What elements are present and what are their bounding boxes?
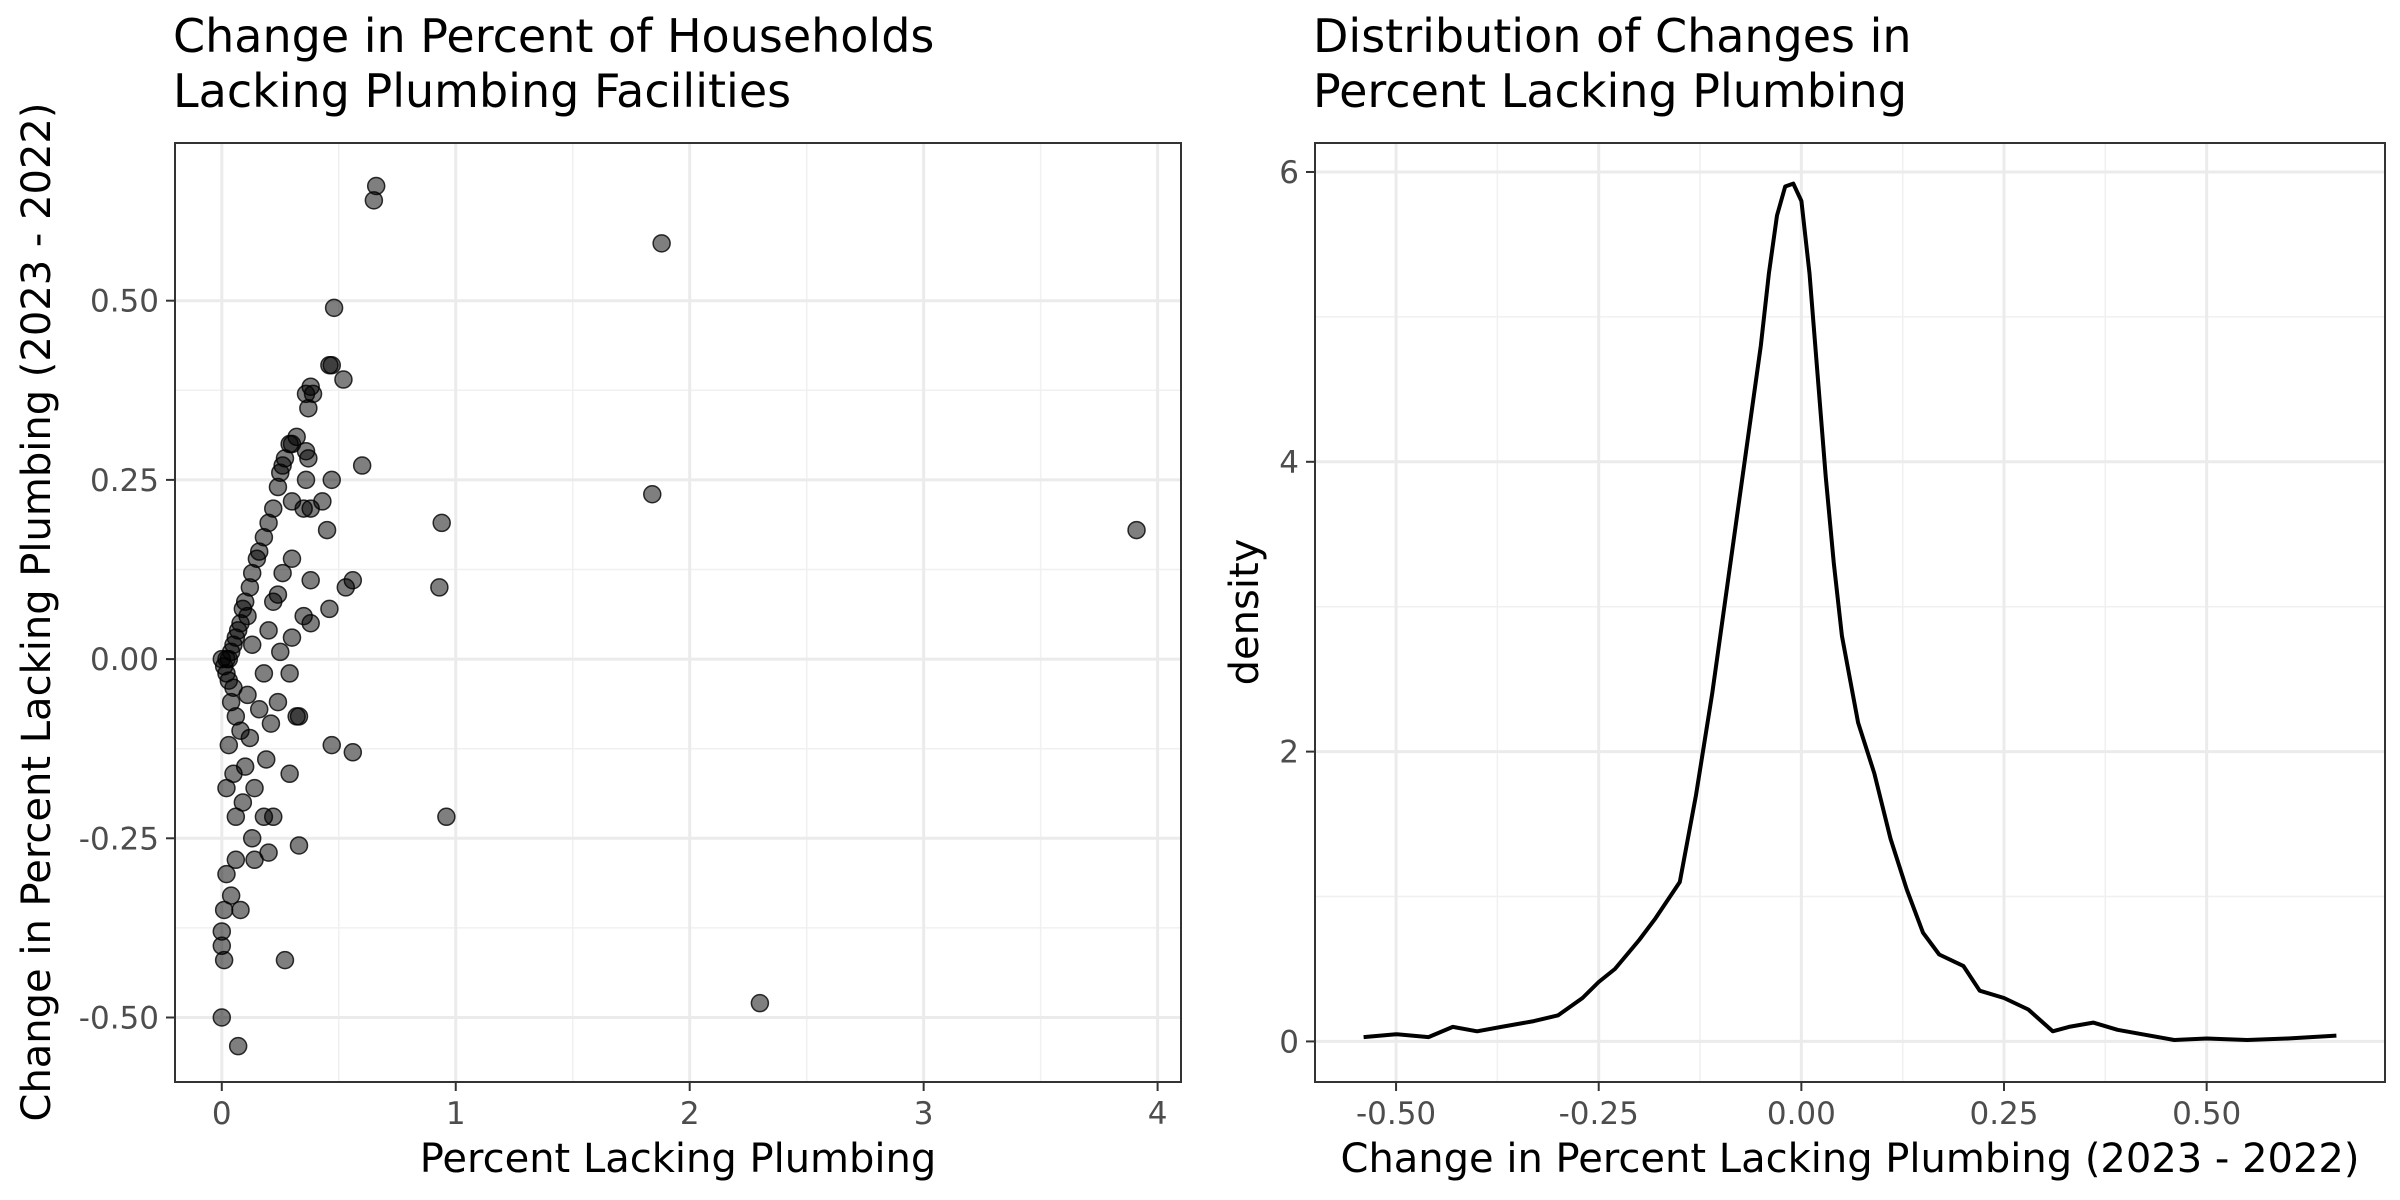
scatter-y-axis-title: Change in Percent Lacking Plumbing (2023…: [14, 103, 60, 1122]
scatter-point: [282, 549, 302, 568]
scatter-point: [652, 234, 671, 253]
scatter-y-tick-label: -0.50: [79, 1000, 159, 1036]
scatter-y-tick-label: 0.25: [90, 463, 159, 499]
scatter-x-axis-title: Percent Lacking Plumbing: [420, 1136, 937, 1182]
scatter-point: [214, 950, 234, 970]
scatter-point: [226, 807, 246, 827]
density-y-tick-label: 2: [1279, 735, 1299, 771]
scatter-point: [317, 520, 337, 540]
density-y-axis-title: density: [1222, 539, 1268, 686]
scatter-point: [1127, 520, 1146, 540]
scatter-point: [282, 628, 302, 647]
scatter-title-line-1: Change in Percent of Households: [173, 9, 934, 63]
scatter-point: [437, 807, 456, 827]
scatter-point: [226, 850, 246, 870]
density-x-axis-title: Change in Percent Lacking Plumbing (2023…: [1341, 1136, 2360, 1182]
scatter-point: [238, 685, 257, 705]
scatter-point: [322, 355, 341, 375]
scatter-point: [273, 563, 292, 583]
scatter-point: [280, 664, 299, 683]
density-y-tick-label: 0: [1279, 1024, 1299, 1060]
scatter-point: [289, 707, 309, 726]
scatter-point: [289, 836, 309, 855]
scatter-point: [214, 900, 234, 920]
density-x-tick-label: 0.25: [1969, 1096, 2038, 1132]
scatter-x-tick-label: 3: [914, 1096, 934, 1132]
density-panel: Distribution of Changes in Percent Lacki…: [1222, 9, 2386, 1182]
density-title-line-1: Distribution of Changes in: [1313, 9, 1912, 63]
scatter-point: [320, 599, 339, 619]
scatter-x-tick-label: 0: [212, 1096, 232, 1132]
scatter-y-tick-label: 0.00: [90, 642, 159, 678]
scatter-point: [432, 513, 451, 533]
scatter-point: [430, 578, 449, 597]
scatter-point: [212, 1008, 232, 1027]
density-y-tick-label: 6: [1279, 155, 1299, 191]
scatter-point: [299, 449, 318, 468]
scatter-point: [299, 398, 318, 418]
scatter-point: [322, 470, 341, 490]
scatter-point: [352, 456, 372, 475]
density-x-tick-label: 0.50: [2172, 1096, 2241, 1132]
scatter-point: [245, 778, 264, 798]
scatter-point: [249, 700, 269, 719]
scatter-panel: Change in Percent of Households Lacking …: [14, 9, 1182, 1182]
scatter-point: [643, 484, 662, 504]
scatter-point: [334, 370, 353, 389]
scatter-point: [217, 778, 236, 798]
scatter-points: [212, 176, 1146, 1056]
scatter-point: [296, 470, 316, 490]
scatter-point: [254, 664, 274, 683]
scatter-point: [245, 850, 264, 870]
scatter-point: [280, 764, 299, 784]
scatter-point: [322, 735, 341, 755]
scatter-point: [242, 829, 262, 848]
density-plot-area: [1315, 143, 2385, 1082]
scatter-point: [259, 621, 278, 640]
scatter-x-tick-label: 4: [1148, 1096, 1168, 1132]
scatter-point: [254, 807, 274, 827]
scatter-axis-ticks: 0 1 2 3 4 -0.50 -0.25 0.00 0.25 0.50: [79, 284, 1168, 1132]
scatter-point: [301, 570, 320, 590]
scatter-point: [242, 635, 262, 655]
scatter-title-line-2: Lacking Plumbing Facilities: [173, 64, 791, 118]
density-x-tick-label: -0.25: [1559, 1096, 1639, 1132]
scatter-point: [750, 993, 770, 1013]
scatter-point: [219, 735, 239, 755]
density-title-line-2: Percent Lacking Plumbing: [1313, 64, 1907, 118]
scatter-point: [268, 477, 288, 497]
scatter-point: [264, 592, 283, 611]
density-axis-ticks: -0.50 -0.25 0.00 0.25 0.50 0 2 4 6: [1279, 155, 2241, 1132]
scatter-point: [364, 191, 384, 210]
scatter-point: [271, 642, 290, 662]
density-x-tick-label: 0.00: [1767, 1096, 1836, 1132]
scatter-point: [217, 864, 236, 884]
scatter-point: [324, 298, 344, 318]
scatter-point: [240, 728, 260, 748]
scatter-point: [336, 578, 356, 597]
scatter-point: [343, 743, 363, 762]
scatter-point: [268, 692, 288, 712]
scatter-y-tick-label: -0.25: [79, 821, 159, 857]
scatter-point: [228, 1036, 248, 1056]
density-gridlines: [1315, 143, 2385, 1082]
scatter-x-tick-label: 2: [680, 1096, 700, 1132]
scatter-point: [261, 714, 281, 733]
density-x-tick-label: -0.50: [1356, 1096, 1436, 1132]
scatter-gridlines: [175, 143, 1181, 1082]
scatter-y-tick-label: 0.50: [90, 284, 159, 320]
scatter-panel-border: [174, 142, 1182, 1083]
scatter-point: [301, 614, 320, 633]
scatter-point: [294, 499, 313, 518]
scatter-x-tick-label: 1: [446, 1096, 466, 1132]
scatter-point: [275, 950, 295, 970]
density-panel-border: [1314, 142, 2386, 1083]
scatter-point: [231, 900, 250, 920]
scatter-point: [256, 750, 276, 769]
density-y-tick-label: 4: [1279, 445, 1299, 481]
density-curve: [1363, 181, 2337, 1042]
